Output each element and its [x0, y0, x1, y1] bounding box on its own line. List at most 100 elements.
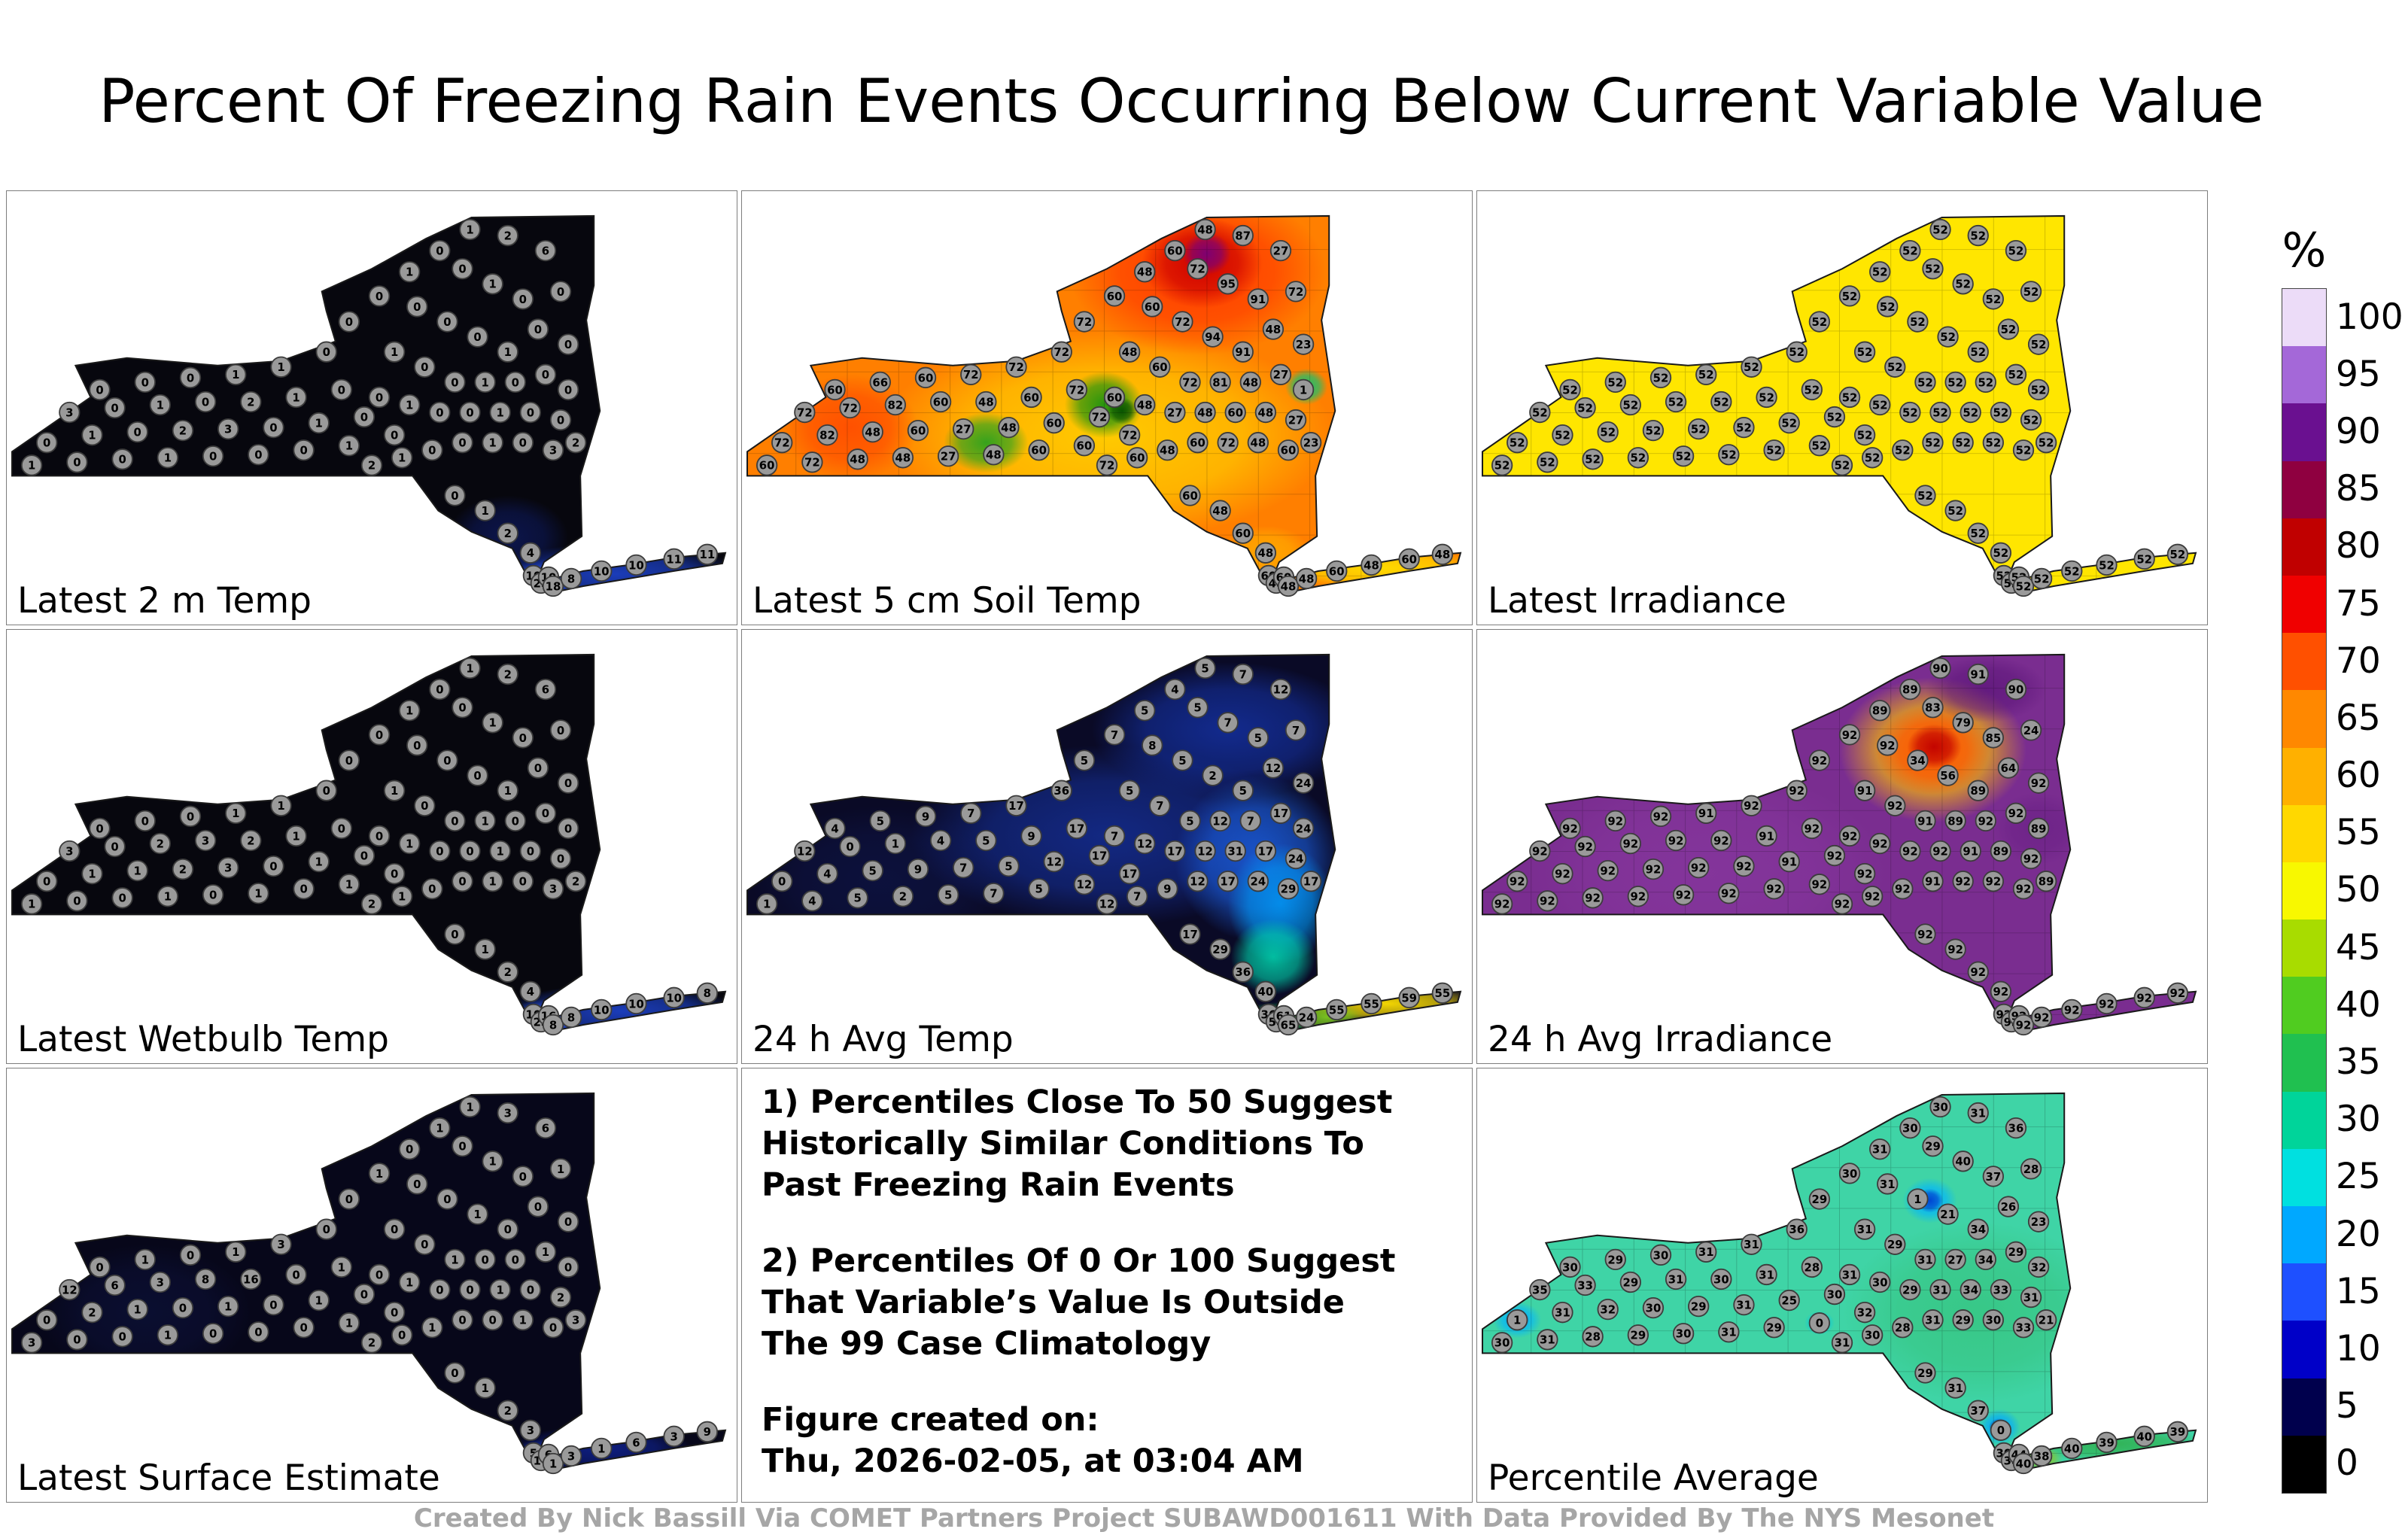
station-marker: 0	[444, 923, 466, 945]
station-marker: 52	[1838, 285, 1861, 307]
station-value: 31	[1835, 1336, 1850, 1350]
station-marker: 0	[504, 1248, 526, 1271]
station-value: 1	[481, 943, 488, 956]
station-marker: 3	[194, 829, 217, 852]
station-marker: 37	[1967, 1400, 1989, 1421]
station-value: 12	[1273, 683, 1289, 697]
station-value: 0	[488, 1314, 496, 1327]
station-value: 52	[1902, 406, 1918, 419]
station-marker: 48	[1277, 575, 1300, 597]
station-marker: 0	[104, 835, 126, 858]
station-marker: 1	[489, 840, 511, 862]
station-marker: 82	[884, 394, 906, 416]
station-value: 95	[1220, 278, 1236, 291]
station-value: 1	[892, 837, 899, 850]
station-marker: 3	[217, 856, 239, 879]
station-value: 31	[1759, 1268, 1774, 1281]
station-marker: 1	[134, 1248, 156, 1271]
station-value: 91	[1963, 844, 1978, 858]
station-value: 1	[466, 661, 473, 675]
station-marker: 60	[1398, 548, 1420, 570]
station-marker: 4	[824, 817, 846, 840]
station-value: 34	[1910, 754, 1926, 768]
station-marker: 12	[1262, 757, 1285, 779]
station-marker: 52	[1597, 421, 1619, 443]
station-marker: 34	[1975, 1248, 1996, 1271]
station-value: 52	[1902, 245, 1918, 258]
station-value: 7	[1156, 799, 1163, 813]
station-marker: 0	[549, 719, 572, 741]
station-marker: 52	[1960, 401, 1981, 424]
station-value: 1	[1914, 1193, 1921, 1206]
station-marker: 9	[1020, 825, 1042, 847]
station-marker: 52	[1914, 371, 1936, 394]
station-value: 29	[1925, 1140, 1941, 1154]
station-marker: 6	[534, 678, 557, 701]
station-marker: 0	[406, 734, 428, 756]
colorbar-tick-100: 100	[2336, 296, 2403, 338]
station-value: 0	[299, 883, 307, 896]
station-value: 52	[1600, 426, 1616, 439]
station-marker: 30	[1710, 1268, 1732, 1290]
station-marker: 2	[497, 663, 518, 685]
station-value: 5	[1178, 754, 1186, 768]
station-value: 0	[466, 406, 473, 419]
station-value: 52	[1789, 345, 1804, 359]
station-value: 2	[572, 436, 579, 450]
station-value: 0	[421, 1238, 428, 1251]
station-marker: 17	[1118, 862, 1141, 885]
station-value: 89	[2031, 822, 2047, 835]
station-value: 1	[277, 799, 284, 813]
station-value: 8	[704, 986, 711, 1000]
station-value: 29	[2008, 1245, 2024, 1259]
station-value: 7	[959, 862, 967, 875]
station-marker: 12	[1043, 850, 1065, 873]
station-value: 0	[96, 822, 103, 835]
station-value: 3	[28, 1336, 35, 1350]
station-value: 82	[887, 398, 903, 412]
station-value: 29	[1622, 1275, 1638, 1289]
station-value: 27	[1947, 1253, 1963, 1266]
station-value: 34	[1963, 1283, 1978, 1296]
station-value: 0	[504, 1223, 512, 1236]
station-value: 0	[473, 769, 481, 783]
station-value: 92	[1917, 928, 1933, 941]
station-marker: 55	[1431, 982, 1454, 1004]
station-value: 52	[2064, 564, 2080, 578]
station-marker: 0	[89, 1256, 111, 1278]
station-value: 0	[557, 852, 564, 865]
station-marker: 48	[1118, 341, 1141, 363]
station-value: 1	[28, 898, 35, 911]
station-value: 52	[1857, 429, 1873, 442]
station-marker: 27	[1164, 401, 1186, 424]
station-value: 40	[2064, 1442, 2080, 1455]
station-marker: 6	[104, 1274, 126, 1296]
station-marker: 17	[1217, 871, 1239, 892]
station-value: 89	[1993, 844, 2009, 858]
station-value: 72	[1077, 315, 1093, 329]
station-value: 92	[1646, 863, 1662, 877]
station-value: 0	[527, 844, 534, 858]
station-value: 0	[209, 1327, 217, 1341]
station-value: 1	[232, 368, 239, 381]
station-value: 0	[557, 285, 564, 299]
station-marker: 0	[444, 810, 466, 832]
station-marker: 52	[2096, 554, 2118, 576]
station-value: 0	[375, 829, 383, 843]
station-value: 0	[375, 728, 383, 742]
station-value: 0	[254, 448, 262, 462]
station-value: 0	[413, 739, 421, 752]
station-marker: 1	[884, 832, 906, 855]
station-marker: 1	[338, 874, 360, 895]
station-value: 10	[628, 997, 644, 1011]
station-marker: 7	[1239, 810, 1261, 832]
station-marker: 2	[497, 224, 518, 247]
station-marker: 92	[1884, 795, 1906, 816]
station-value: 0	[436, 245, 443, 258]
station-marker: 0	[353, 406, 375, 428]
station-value: 52	[1955, 278, 1971, 291]
station-marker: 0	[134, 371, 156, 394]
station-marker: 0	[519, 1278, 542, 1301]
station-marker: 0	[459, 1278, 481, 1301]
